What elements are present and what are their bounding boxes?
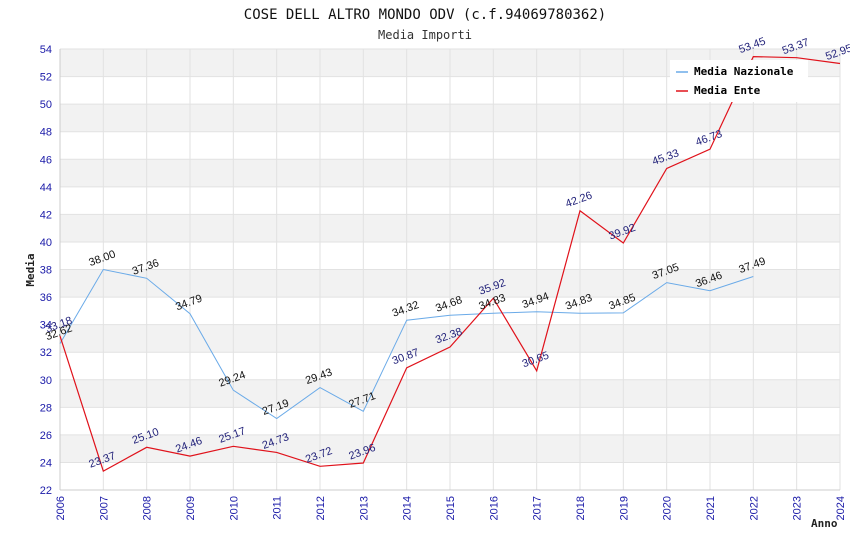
y-tick-label: 38: [40, 265, 52, 277]
x-tick-label: 2023: [792, 496, 804, 520]
y-tick-label: 50: [40, 99, 52, 111]
series-line-nazionale: [59, 268, 754, 420]
x-tick-label: 2019: [618, 496, 630, 520]
x-tick-label: 2010: [228, 496, 240, 520]
y-tick-label: 24: [40, 457, 52, 469]
x-tick-label: 2021: [705, 496, 717, 520]
legend: Media Nazionale Media Ente: [670, 60, 808, 102]
legend-label-nazionale: Media Nazionale: [694, 65, 794, 78]
grid-lines: [59, 48, 841, 491]
x-axis-label: Anno: [811, 517, 838, 530]
y-tick-label: 34: [40, 320, 52, 332]
y-tick-label: 26: [40, 430, 52, 442]
chart-subtitle: Media Importi: [378, 28, 472, 42]
x-tick-label: 2022: [748, 496, 760, 520]
y-tick-label: 52: [40, 72, 52, 84]
x-tick-label: 2014: [402, 496, 414, 520]
x-tick-label: 2015: [445, 496, 457, 520]
x-tick-label: 2016: [488, 496, 500, 520]
y-tick-label: 48: [40, 127, 52, 139]
legend-background: [670, 60, 808, 102]
x-tick-label: 2013: [358, 496, 370, 520]
y-axis-ticks: 22 24 26 28 30 32 34 36 38 40 42 44 46 48 50 52 54: [40, 44, 52, 497]
y-tick-label: 44: [40, 182, 52, 194]
y-tick-label: 36: [40, 292, 52, 304]
x-tick-label: 2009: [185, 496, 197, 520]
series-line-ente: [59, 55, 841, 472]
y-tick-label: 54: [40, 44, 52, 56]
y-tick-label: 40: [40, 237, 52, 249]
x-tick-label: 2018: [575, 496, 587, 520]
legend-label-ente: Media Ente: [694, 84, 761, 97]
x-tick-label: 2007: [98, 496, 110, 520]
y-tick-label: 42: [40, 209, 52, 221]
y-tick-label: 28: [40, 402, 52, 414]
y-axis-label: Media: [24, 253, 37, 286]
x-axis-ticks: 2006 2007 2008 2009 2010 2011 2012 2013 2014 2015…: [55, 496, 847, 520]
x-tick-label: 2008: [142, 496, 154, 520]
x-tick-label: 2011: [272, 496, 284, 520]
x-tick-label: 2012: [315, 496, 327, 520]
x-tick-label: 2017: [532, 496, 544, 520]
x-tick-label: 2024: [835, 496, 847, 520]
chart-title: COSE DELL ALTRO MONDO ODV (c.f.940697803…: [244, 7, 606, 23]
y-tick-label: 22: [40, 485, 52, 497]
series-lines: [59, 55, 841, 472]
x-tick-label: 2020: [662, 496, 674, 520]
x-tick-label: 2006: [55, 496, 67, 520]
y-tick-label: 30: [40, 375, 52, 387]
y-tick-label: 46: [40, 154, 52, 166]
y-tick-label: 32: [40, 347, 52, 359]
